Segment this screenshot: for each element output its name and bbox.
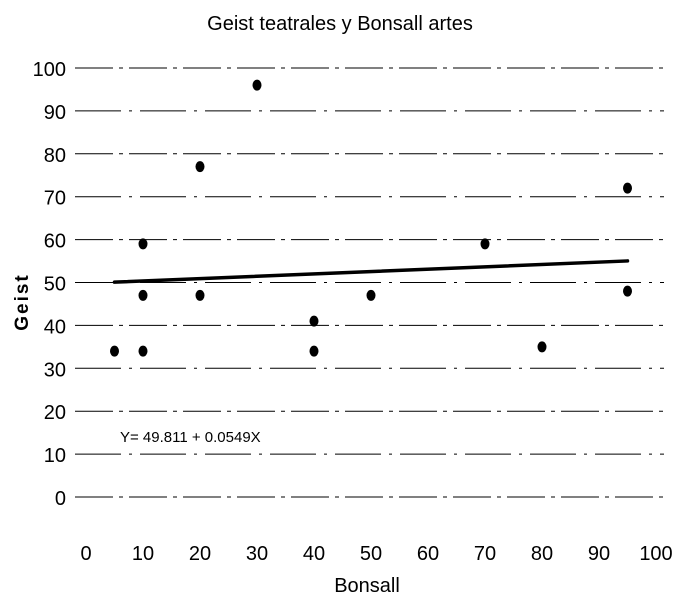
regression-equation: Y= 49.811 + 0.0549X — [120, 429, 261, 446]
regression-line — [112, 259, 630, 284]
data-point — [110, 345, 119, 357]
chart-title: Geist teatrales y Bonsall artes — [207, 13, 473, 35]
x-tick-label: 80 — [531, 543, 553, 565]
y-tick-label: 70 — [44, 188, 66, 210]
y-tick-label: 50 — [44, 274, 66, 296]
x-tick-label: 20 — [189, 543, 211, 565]
x-tick-label: 30 — [246, 543, 268, 565]
grid-layer — [75, 67, 664, 498]
data-point — [309, 315, 319, 327]
points-layer — [110, 79, 632, 357]
y-tick-label: 10 — [44, 445, 66, 467]
y-axis-label: Geist — [12, 273, 33, 331]
data-point — [138, 345, 148, 357]
x-tick-label: 90 — [588, 543, 610, 565]
data-point — [366, 289, 376, 301]
data-point — [537, 341, 547, 353]
trendline-layer — [112, 259, 630, 284]
y-tick-label: 40 — [44, 316, 66, 338]
y-tick-label: 0 — [55, 488, 66, 510]
data-point — [623, 182, 632, 194]
y-tick-label: 90 — [44, 102, 66, 124]
y-tick-label: 20 — [44, 402, 66, 424]
x-tick-label: 100 — [639, 543, 672, 565]
data-point — [195, 289, 205, 301]
data-point — [195, 161, 205, 173]
y-tick-label: 80 — [44, 145, 66, 167]
y-tick-label: 100 — [33, 59, 66, 81]
x-tick-label: 60 — [417, 543, 439, 565]
x-tick-label: 40 — [303, 543, 325, 565]
data-point — [252, 79, 262, 91]
data-point — [309, 345, 319, 357]
y-tick-label: 60 — [44, 231, 66, 253]
data-point — [480, 238, 490, 250]
x-tick-label: 0 — [80, 543, 91, 565]
data-point — [138, 238, 148, 250]
y-tick-label: 30 — [44, 359, 66, 381]
data-point — [138, 289, 148, 301]
x-axis-label: Bonsall — [334, 575, 400, 597]
data-point — [623, 285, 632, 297]
x-tick-label: 10 — [132, 543, 154, 565]
x-tick-label: 70 — [474, 543, 496, 565]
tick-labels: 0 10 20 30 40 50 60 70 80 90 100 0 10 20 30 40 50 60 70 80 9… — [33, 59, 673, 565]
x-tick-label: 50 — [360, 543, 382, 565]
